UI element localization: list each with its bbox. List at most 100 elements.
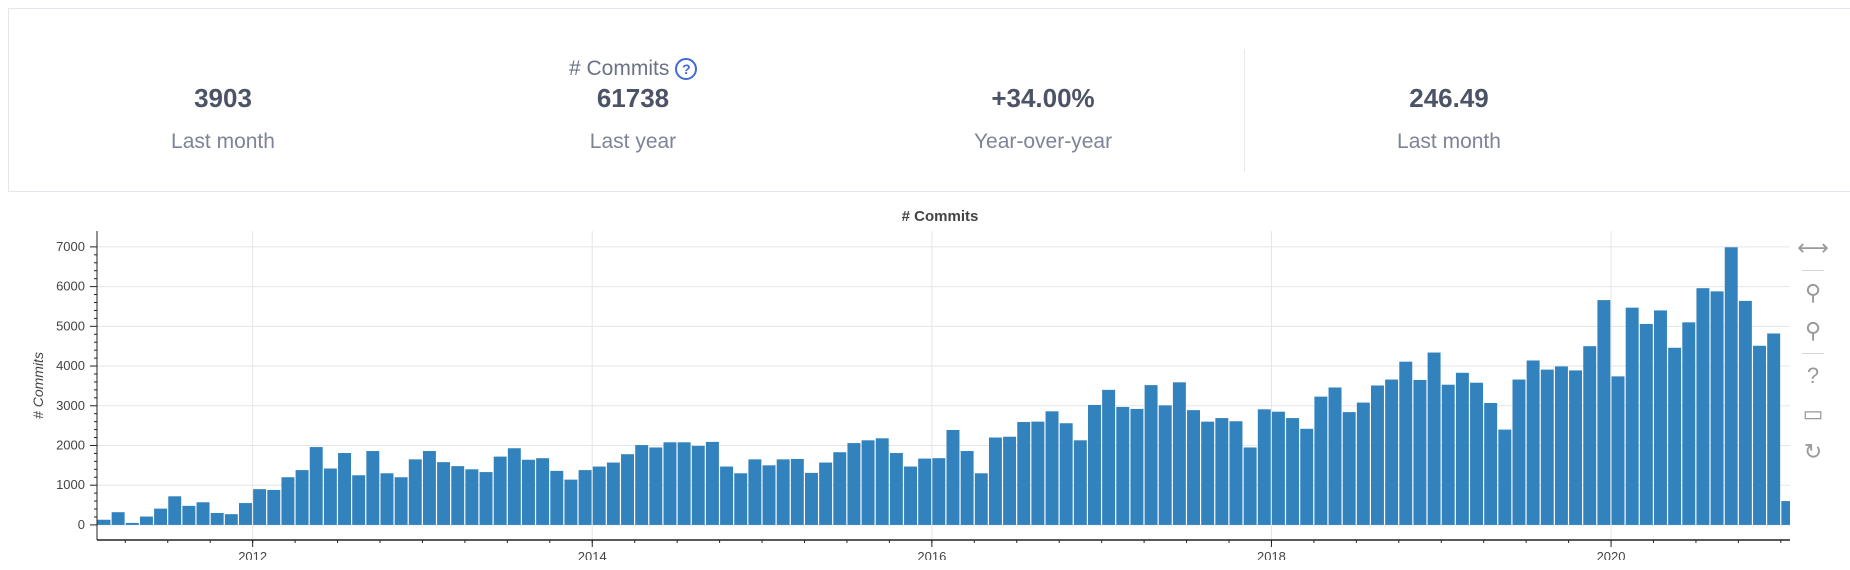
bar	[1371, 385, 1384, 525]
y-tick-label: 7000	[56, 239, 85, 254]
bar	[493, 456, 507, 525]
stat-label: Year-over-year	[973, 130, 1113, 153]
bar	[309, 447, 323, 525]
bar	[790, 458, 804, 525]
help-icon[interactable]: ?	[1806, 363, 1820, 388]
box-zoom-icon[interactable]: ⚲	[1804, 280, 1822, 305]
bar	[394, 477, 408, 525]
stat-value: +34.00%	[991, 83, 1095, 113]
bar	[97, 519, 111, 525]
bar	[196, 502, 210, 525]
bar	[224, 514, 238, 525]
bar	[1003, 436, 1017, 525]
bar	[705, 441, 719, 525]
bar	[1611, 376, 1625, 525]
bar	[1243, 447, 1257, 525]
bar	[1059, 423, 1073, 525]
bar	[932, 458, 946, 525]
bar	[1088, 404, 1101, 525]
bar	[649, 447, 663, 525]
bar	[663, 442, 677, 525]
bar	[338, 453, 351, 525]
bar	[819, 462, 833, 525]
bar	[1441, 384, 1455, 525]
stat-label: Last month	[1397, 130, 1501, 153]
bar	[451, 466, 465, 525]
bar	[946, 429, 960, 525]
bar	[1668, 347, 1682, 525]
reset-icon[interactable]: ↻	[1803, 439, 1823, 464]
bar	[1724, 247, 1738, 525]
x-tick-label: 2020	[1597, 549, 1626, 560]
bar	[168, 496, 182, 525]
bar	[239, 503, 252, 525]
bar	[847, 443, 861, 525]
bar	[1682, 322, 1696, 525]
bar	[1639, 323, 1653, 525]
stat-last-month-commits: 3903 Last month	[73, 83, 373, 154]
commits-bar-chart: 0 1000 2000 3000 4000 5000 6000 7000 2012 2014 201…	[30, 208, 1790, 560]
y-axis-label: # Commits	[30, 352, 46, 419]
bar	[1229, 421, 1243, 525]
bar	[1696, 288, 1710, 525]
bar	[1710, 291, 1724, 525]
stats-divider	[1244, 49, 1245, 172]
bar	[139, 516, 153, 525]
bar	[210, 512, 224, 525]
bar	[635, 445, 649, 525]
bar	[720, 466, 734, 525]
bar	[380, 473, 394, 525]
stats-title: # Commits ?	[569, 57, 698, 81]
bar	[974, 473, 988, 525]
bar	[1328, 387, 1342, 525]
bar	[1399, 361, 1413, 525]
bar	[1498, 429, 1512, 525]
y-tick-label: 3000	[56, 398, 85, 413]
bar	[748, 459, 762, 525]
bar	[465, 469, 479, 525]
bar	[408, 459, 422, 525]
bar	[281, 477, 295, 525]
bar	[1526, 360, 1540, 525]
bar	[762, 465, 776, 525]
bar	[1781, 501, 1790, 525]
stat-value: 246.49	[1409, 83, 1489, 113]
bar	[267, 489, 281, 525]
bar	[564, 479, 578, 525]
pan-icon[interactable]: ⟷	[1797, 235, 1829, 260]
bar	[1314, 396, 1328, 525]
bar	[550, 470, 564, 525]
bar	[1512, 379, 1526, 525]
bar	[833, 452, 847, 525]
bar	[437, 462, 451, 525]
stat-value: 61738	[596, 83, 670, 113]
bar	[253, 489, 267, 525]
x-tick-label: 2016	[917, 549, 946, 560]
stats-panel: # Commits ? 3903 Last month 61738 Last y…	[8, 8, 1850, 192]
bar	[606, 462, 620, 525]
bar	[904, 466, 917, 525]
bar	[1625, 307, 1639, 525]
help-icon[interactable]: ?	[675, 58, 698, 80]
bar	[1187, 410, 1200, 525]
chart-title: # Commits	[902, 208, 979, 225]
wheel-zoom-icon[interactable]: ⚲	[1804, 318, 1822, 343]
toolbar-separator	[1802, 270, 1824, 271]
y-tick-label: 0	[78, 517, 85, 532]
bar	[1172, 382, 1186, 525]
bar	[366, 451, 380, 525]
bar	[1427, 352, 1441, 525]
bar	[734, 473, 748, 525]
bar	[691, 445, 705, 525]
y-tick-label: 6000	[56, 279, 85, 294]
bar	[422, 451, 436, 525]
bar	[578, 470, 592, 525]
save-icon[interactable]: ▭	[1802, 401, 1824, 426]
bar	[1257, 409, 1271, 525]
stat-label: Last month	[171, 130, 275, 153]
bar	[1484, 402, 1498, 525]
chart-toolbar: ⟷ ⚲ ⚲ ? ▭ ↻	[1796, 232, 1830, 474]
bar	[1654, 310, 1667, 525]
bar	[1045, 411, 1059, 525]
bar	[621, 454, 634, 525]
